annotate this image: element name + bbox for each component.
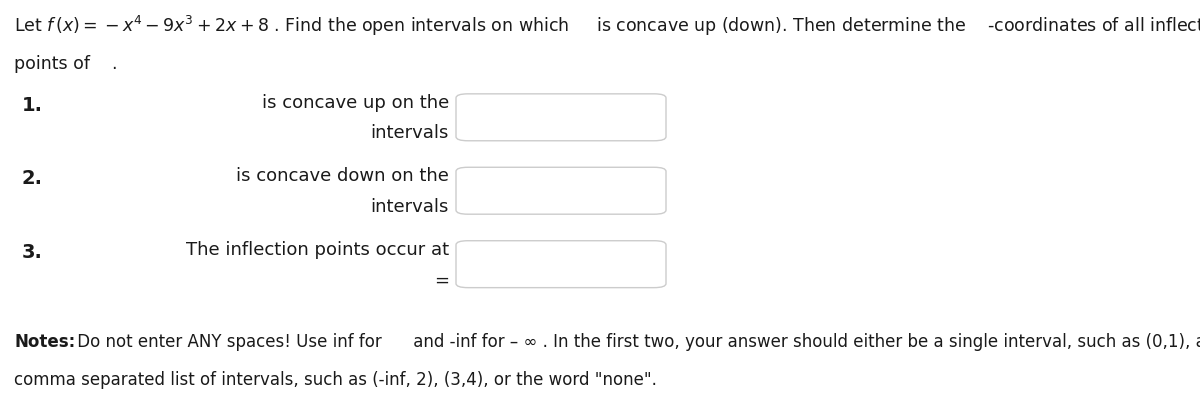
- Text: 3.: 3.: [22, 243, 42, 262]
- Text: intervals: intervals: [371, 124, 449, 142]
- Text: points of    .: points of .: [14, 55, 118, 73]
- Text: comma separated list of intervals, such as (-inf, 2), (3,4), or the word "none".: comma separated list of intervals, such …: [14, 371, 658, 389]
- Text: =: =: [434, 271, 449, 289]
- Text: is concave down on the: is concave down on the: [236, 167, 449, 185]
- Text: The inflection points occur at: The inflection points occur at: [186, 241, 449, 259]
- Text: intervals: intervals: [371, 198, 449, 216]
- Text: is concave up on the: is concave up on the: [262, 94, 449, 112]
- Text: 2.: 2.: [22, 169, 43, 188]
- FancyBboxPatch shape: [456, 167, 666, 214]
- Text: Do not enter ANY spaces! Use inf for      and -inf for – ∞ . In the first two, y: Do not enter ANY spaces! Use inf for and…: [72, 333, 1200, 350]
- FancyBboxPatch shape: [456, 94, 666, 141]
- Text: 1.: 1.: [22, 96, 43, 115]
- FancyBboxPatch shape: [456, 241, 666, 288]
- Text: Notes:: Notes:: [14, 333, 76, 350]
- Text: Let $f\,(x) = -x^4 - 9x^3 + 2x + 8$ . Find the open intervals on which     is co: Let $f\,(x) = -x^4 - 9x^3 + 2x + 8$ . Fi…: [14, 14, 1200, 38]
